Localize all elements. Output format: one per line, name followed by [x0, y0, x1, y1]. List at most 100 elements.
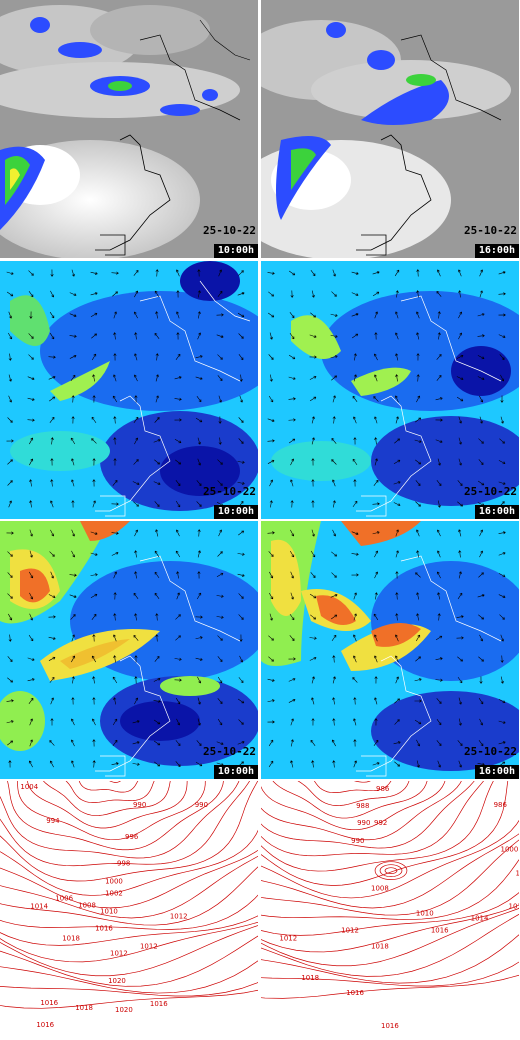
- wind-arrow: [290, 458, 295, 466]
- wind-arrow: [7, 740, 14, 746]
- wind-arrow: [113, 571, 118, 579]
- isobar-label: 1012: [170, 912, 188, 920]
- wind-arrow: [479, 269, 484, 277]
- wind-arrow: [374, 718, 378, 726]
- wind-arrow: [197, 437, 201, 445]
- wind-arrow: [237, 312, 245, 318]
- wind-arrow: [155, 269, 159, 277]
- wind-arrow: [352, 458, 358, 466]
- wind-arrow: [268, 291, 275, 297]
- wind-arrow: [415, 501, 421, 507]
- wind-arrow: [154, 592, 160, 600]
- wind-arrow: [353, 697, 357, 705]
- wind-arrow: [374, 676, 378, 684]
- wind-arrow: [195, 417, 203, 423]
- satellite-image: [261, 0, 519, 258]
- isobar-label: 1014: [30, 903, 48, 911]
- wind-arrow: [372, 291, 380, 297]
- wind-arrow: [373, 739, 379, 747]
- wind-arrow: [311, 458, 315, 466]
- isobar-label: 1006: [55, 895, 73, 903]
- wind-arrow: [351, 573, 359, 577]
- wind-arrow: [133, 592, 139, 599]
- wind-arrow: [395, 290, 399, 298]
- isobar-line: [0, 915, 258, 946]
- wind-arrow: [290, 529, 295, 537]
- wind-arrow: [374, 332, 378, 340]
- wind-arrow: [132, 762, 140, 766]
- wind-arrow: [29, 311, 33, 319]
- wind-arrow: [311, 676, 315, 684]
- wind-arrow: [154, 290, 160, 298]
- wind-arrow: [374, 592, 378, 600]
- wind-arrow: [197, 290, 201, 298]
- wind-arrow: [311, 760, 315, 768]
- wind-arrow: [92, 374, 96, 382]
- isobar-label: 1012: [341, 926, 359, 934]
- wind-arrow: [175, 740, 181, 747]
- wind-arrow: [113, 613, 117, 621]
- timestamp: 25-10-22 16:00h: [464, 224, 519, 258]
- time-label: 16:00h: [474, 244, 519, 258]
- wind-arrow: [478, 656, 484, 662]
- wind-arrow: [133, 374, 138, 382]
- wind-arrow: [311, 500, 315, 508]
- wind-arrow: [238, 719, 244, 725]
- wind-arrow: [309, 593, 317, 599]
- wind-arrow: [154, 571, 160, 579]
- wind-arrow: [332, 395, 336, 403]
- isobar-line: [0, 866, 258, 926]
- wind-arrow: [394, 761, 400, 767]
- wind-arrow: [311, 529, 315, 537]
- wind-arrow: [414, 719, 422, 725]
- wind-arrow: [90, 271, 98, 275]
- wind-arrow: [155, 311, 159, 319]
- wind-arrow: [267, 418, 275, 422]
- wind-arrow: [6, 720, 14, 724]
- wind-arrow: [269, 613, 273, 621]
- wind-arrow: [92, 395, 96, 403]
- wind-arrow: [48, 594, 56, 599]
- wind-arrow: [50, 529, 55, 537]
- wind-arrow: [197, 458, 201, 466]
- wind-map: [0, 261, 258, 519]
- wind-arrow: [134, 550, 138, 558]
- wind-arrow: [436, 374, 442, 381]
- wind-arrow: [134, 529, 139, 537]
- isobar-line: [261, 781, 494, 872]
- wind-arrow: [498, 573, 506, 578]
- wind-arrow: [155, 353, 159, 361]
- isobar-map: 1004 994 990 990 996 998 1000 1002 1006 1008 1010 1…: [0, 781, 258, 1039]
- wind-arrow: [134, 613, 138, 621]
- wind-arrow: [48, 376, 56, 380]
- wind-arrow: [415, 311, 420, 319]
- wind-arrow: [133, 501, 139, 507]
- wind-arrow: [29, 437, 34, 445]
- isobar-label: 1020: [108, 977, 126, 985]
- wind-arrow: [458, 550, 462, 558]
- wind-arrow: [332, 676, 336, 684]
- isobar-label: 1010: [100, 907, 118, 915]
- wind-arrow: [154, 501, 160, 507]
- isobar-label: 990: [195, 801, 208, 809]
- wind-arrow: [7, 656, 13, 662]
- wind-arrow: [217, 718, 223, 726]
- wind-panel-1000: 25-10-22 10:00h: [0, 261, 258, 519]
- wind-arrow: [112, 676, 118, 684]
- isobar-line: [261, 781, 484, 857]
- isobar-line: [261, 913, 519, 977]
- satellite-image: [0, 0, 258, 258]
- wind-arrow: [351, 531, 359, 535]
- wind-arrow: [175, 550, 181, 558]
- isobar-label: 1000: [501, 846, 519, 854]
- wind-arrow: [90, 312, 98, 317]
- wind-arrow: [372, 502, 380, 506]
- wind-arrow: [479, 290, 483, 298]
- wind-arrow: [437, 311, 441, 319]
- wind-arrow: [477, 594, 485, 598]
- wind-arrow: [289, 332, 295, 340]
- wind-arrow: [373, 353, 378, 361]
- wind-arrow: [499, 354, 505, 360]
- wind-arrow: [238, 270, 244, 276]
- wind-arrow: [395, 676, 400, 684]
